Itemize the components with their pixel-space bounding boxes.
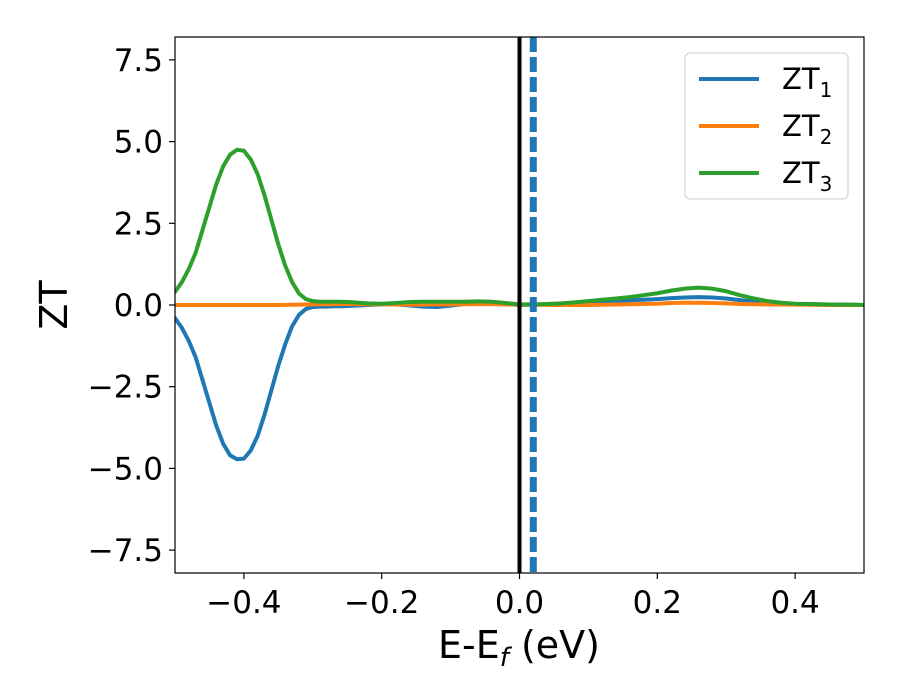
x-tick-label: 0.2: [633, 585, 682, 621]
legend-entry-zt2: ZT2: [699, 109, 832, 149]
y-axis-ticks: 7.5 5.0 2.5 0.0 −2.5 −5.0 −7.5: [88, 43, 175, 569]
y-tick-label: 7.5: [114, 43, 163, 79]
legend-entry-zt1: ZT1: [699, 62, 832, 102]
y-tick-label: −5.0: [88, 451, 163, 487]
series-line-zt2: [175, 300, 864, 307]
x-axis-ticks: −0.4 −0.2 0.0 0.2 0.4: [206, 573, 820, 621]
reference-lines-layer: [517, 37, 537, 573]
legend: ZT1 ZT2 ZT3: [684, 52, 849, 200]
x-tick-label: −0.2: [344, 585, 419, 621]
legend-label: ZT1: [782, 62, 832, 102]
legend-label: ZT3: [782, 156, 832, 196]
x-tick-label: 0.4: [770, 585, 819, 621]
y-tick-label: 0.0: [114, 288, 163, 324]
y-tick-label: 5.0: [114, 125, 163, 161]
y-tick-label: 2.5: [114, 206, 163, 242]
series-line-zt3: [175, 147, 864, 307]
x-axis-label: E-Ef (eV): [438, 623, 600, 673]
y-tick-label: −7.5: [88, 533, 163, 569]
legend-box: [684, 52, 849, 200]
x-tick-label: 0.0: [495, 585, 544, 621]
x-tick-label: −0.4: [206, 585, 281, 621]
legend-label: ZT2: [782, 109, 832, 149]
series-line-zt1: [175, 295, 864, 462]
series-layer: [175, 147, 864, 462]
y-axis-label: ZT: [32, 280, 76, 330]
y-tick-label: −2.5: [88, 370, 163, 406]
legend-entry-zt3: ZT3: [699, 156, 832, 196]
